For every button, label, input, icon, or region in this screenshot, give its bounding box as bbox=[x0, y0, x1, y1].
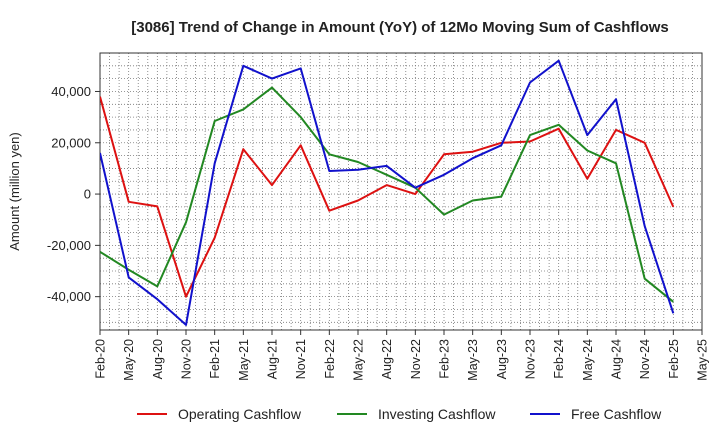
x-tick-label: Aug-24 bbox=[610, 339, 624, 379]
x-tick-label: Aug-20 bbox=[151, 339, 165, 379]
x-axis: Feb-20 May-20 Aug-20 Nov-20 Feb-21 May-21 Aug-… bbox=[94, 330, 710, 381]
x-tick-label: Nov-24 bbox=[638, 339, 652, 379]
x-tick-label: Feb-20 bbox=[94, 339, 108, 379]
x-tick-label: May-24 bbox=[581, 339, 595, 381]
legend: Operating Cashflow Investing Cashflow Free… bbox=[137, 406, 662, 422]
x-tick-label: Feb-24 bbox=[552, 339, 566, 379]
y-tick-label: 40,000 bbox=[51, 84, 91, 99]
x-tick-label: Feb-25 bbox=[667, 339, 681, 379]
legend-label: Operating Cashflow bbox=[178, 406, 302, 422]
series-line-investing-cashflow bbox=[100, 86, 674, 303]
series-lines bbox=[100, 59, 675, 326]
x-tick-label: Nov-21 bbox=[294, 339, 308, 379]
x-tick-label: Feb-23 bbox=[438, 339, 452, 379]
x-tick-label: May-20 bbox=[122, 339, 136, 381]
x-tick-label: Nov-23 bbox=[524, 339, 538, 379]
x-tick-label: Nov-22 bbox=[409, 339, 423, 379]
y-tick-label: 20,000 bbox=[51, 135, 91, 150]
x-tick-label: Aug-23 bbox=[495, 339, 509, 379]
x-tick-label: May-25 bbox=[696, 339, 710, 381]
x-tick-label: Aug-21 bbox=[266, 339, 280, 379]
chart-title: [3086] Trend of Change in Amount (YoY) o… bbox=[131, 19, 669, 36]
grid bbox=[100, 53, 702, 330]
x-tick-label: Nov-20 bbox=[180, 339, 194, 379]
legend-label: Free Cashflow bbox=[571, 406, 662, 422]
y-axis: 40,000 20,000 0 -20,000 -40,000 bbox=[47, 84, 100, 304]
y-tick-label: -40,000 bbox=[47, 289, 91, 304]
y-axis-label: Amount (million yen) bbox=[7, 132, 22, 251]
y-tick-label: -20,000 bbox=[47, 238, 91, 253]
legend-label: Investing Cashflow bbox=[378, 406, 496, 422]
series-line-free-cashflow bbox=[100, 59, 675, 326]
x-tick-label: Feb-21 bbox=[208, 339, 222, 379]
series-line-operating-cashflow bbox=[100, 96, 675, 298]
plot-frame bbox=[99, 52, 703, 331]
y-tick-label: 0 bbox=[84, 187, 91, 202]
x-tick-label: May-23 bbox=[466, 339, 480, 381]
x-tick-label: May-22 bbox=[352, 339, 366, 381]
x-tick-label: Aug-22 bbox=[380, 339, 394, 379]
x-tick-label: May-21 bbox=[237, 339, 251, 381]
x-tick-label: Feb-22 bbox=[323, 339, 337, 379]
